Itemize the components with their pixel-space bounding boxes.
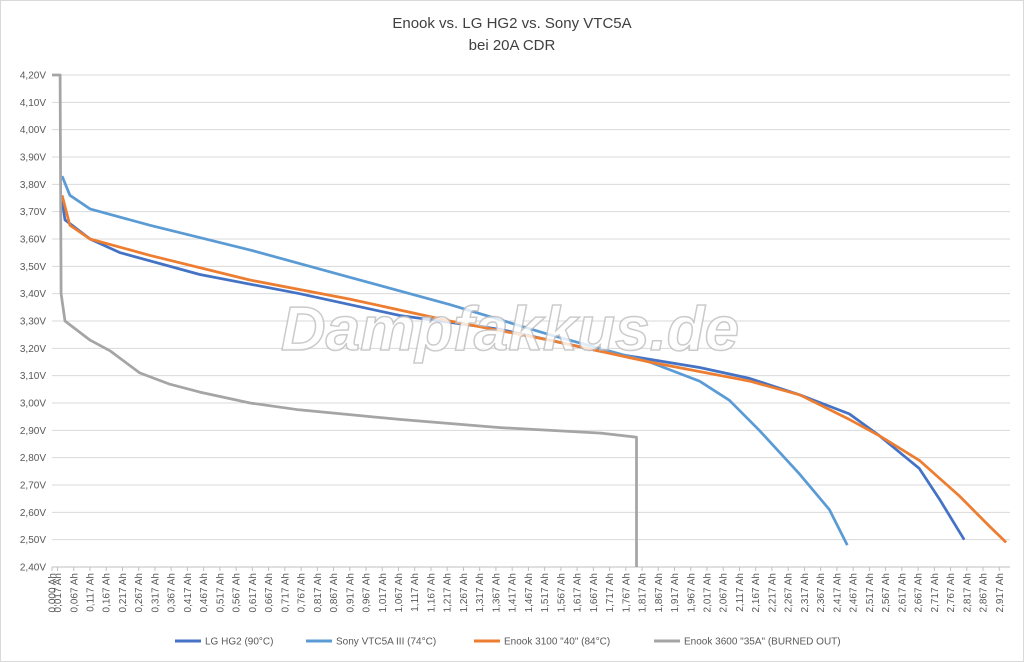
- chart-title: Enook vs. LG HG2 vs. Sony VTC5A: [392, 15, 631, 32]
- y-tick-label: 4,00V: [20, 125, 46, 136]
- x-tick-label: 2,067 Ah: [719, 573, 730, 612]
- x-tick-label: 0,617 Ah: [248, 573, 259, 612]
- x-tick-label: 2,567 Ah: [881, 573, 892, 612]
- x-tick-label: 0,067 Ah: [69, 573, 80, 612]
- x-tick-label: 0,167 Ah: [102, 573, 113, 612]
- x-tick-label: 1,467 Ah: [524, 573, 535, 612]
- x-tick-label: 2,767 Ah: [946, 573, 957, 612]
- series-line: [60, 194, 1008, 544]
- y-tick-label: 4,20V: [20, 71, 46, 82]
- x-tick-label: 2,667 Ah: [914, 573, 925, 612]
- y-tick-label: 2,60V: [20, 508, 46, 519]
- x-tick-label: 0,267 Ah: [134, 573, 145, 612]
- legend-label: LG HG2 (90°C): [205, 637, 273, 648]
- legend-label: Enook 3100 "40" (84°C): [504, 637, 610, 648]
- watermark: Dampfakkus.de: [281, 295, 739, 364]
- x-tick-label: 0,367 Ah: [167, 573, 178, 612]
- y-tick-label: 2,70V: [20, 481, 46, 492]
- legend-label: Sony VTC5A III (74°C): [336, 637, 436, 648]
- legend-label: Enook 3600 "35A" (BURNED OUT): [684, 637, 841, 648]
- x-tick-label: 2,817 Ah: [962, 573, 973, 612]
- x-tick-label: 0,867 Ah: [329, 573, 340, 612]
- y-tick-label: 3,50V: [20, 262, 46, 273]
- y-tick-label: 2,40V: [20, 563, 46, 574]
- x-tick-label: 2,917 Ah: [995, 573, 1006, 612]
- x-tick-label: 2,467 Ah: [849, 573, 860, 612]
- x-tick-label: 0,217 Ah: [118, 573, 129, 612]
- y-tick-label: 3,70V: [20, 207, 46, 218]
- x-tick-label: 1,667 Ah: [589, 573, 600, 612]
- x-tick-label: 1,067 Ah: [394, 573, 405, 612]
- x-tick-label: 0,467 Ah: [199, 573, 210, 612]
- x-tick-label: 1,867 Ah: [654, 573, 665, 612]
- x-tick-label: 0,917 Ah: [345, 573, 356, 612]
- x-tick-label: 1,617 Ah: [573, 573, 584, 612]
- x-tick-label: 0,417 Ah: [183, 573, 194, 612]
- y-tick-label: 3,90V: [20, 153, 46, 164]
- y-tick-label: 2,80V: [20, 453, 46, 464]
- x-tick-label: 1,167 Ah: [426, 573, 437, 612]
- x-tick-label: 2,417 Ah: [832, 573, 843, 612]
- x-tick-label: 1,767 Ah: [621, 573, 632, 612]
- series-line: [60, 175, 849, 546]
- x-tick-label: 2,317 Ah: [800, 573, 811, 612]
- x-tick-label: 0,717 Ah: [280, 573, 291, 612]
- x-tick-label: 0,017 Ah: [53, 573, 64, 612]
- legend: LG HG2 (90°C) Sony VTC5A III (74°C) Enook …: [175, 637, 841, 648]
- x-tick-label: 2,267 Ah: [784, 573, 795, 612]
- x-tick-label: 1,717 Ah: [605, 573, 616, 612]
- y-tick-label: 2,50V: [20, 535, 46, 546]
- x-tick-label: 2,117 Ah: [735, 573, 746, 612]
- x-tick-label: 2,017 Ah: [703, 573, 714, 612]
- x-tick-label: 1,967 Ah: [686, 573, 697, 612]
- x-tick-label: 1,367 Ah: [491, 573, 502, 612]
- y-tick-label: 3,60V: [20, 235, 46, 246]
- x-tick-label: 0,967 Ah: [362, 573, 373, 612]
- x-tick-label: 2,867 Ah: [979, 573, 990, 612]
- x-tick-label: 0,567 Ah: [232, 573, 243, 612]
- x-tick-label: 1,517 Ah: [540, 573, 551, 612]
- y-tick-label: 3,80V: [20, 180, 46, 191]
- x-tick-label: 0,000 Ah: [48, 573, 59, 612]
- y-tick-label: 3,00V: [20, 399, 46, 410]
- x-tick-label: 0,517 Ah: [215, 573, 226, 612]
- x-tick-label: 0,767 Ah: [297, 573, 308, 612]
- y-tick-label: 3,20V: [20, 344, 46, 355]
- x-tick-label: 1,267 Ah: [459, 573, 470, 612]
- x-tick-label: 1,567 Ah: [556, 573, 567, 612]
- x-tick-label: 2,167 Ah: [751, 573, 762, 612]
- x-tick-label: 0,317 Ah: [150, 573, 161, 612]
- x-tick-label: 2,617 Ah: [897, 573, 908, 612]
- y-tick-label: 4,10V: [20, 98, 46, 109]
- x-tick-label: 1,017 Ah: [378, 573, 389, 612]
- series-line: [52, 73, 638, 567]
- x-tick-label: 1,817 Ah: [638, 573, 649, 612]
- chart-subtitle: bei 20A CDR: [469, 37, 556, 54]
- x-tick-label: 1,217 Ah: [443, 573, 454, 612]
- y-tick-label: 2,90V: [20, 426, 46, 437]
- x-tick-label: 1,117 Ah: [410, 573, 421, 612]
- y-tick-label: 3,40V: [20, 289, 46, 300]
- y-tick-label: 3,30V: [20, 317, 46, 328]
- x-tick-label: 0,667 Ah: [264, 573, 275, 612]
- x-tick-label: 0,817 Ah: [313, 573, 324, 612]
- x-tick-label: 1,317 Ah: [475, 573, 486, 612]
- x-tick-label: 2,217 Ah: [767, 573, 778, 612]
- x-tick-label: 1,417 Ah: [508, 573, 519, 612]
- y-tick-label: 3,10V: [20, 371, 46, 382]
- x-tick-label: 2,517 Ah: [865, 573, 876, 612]
- x-tick-label: 0,117 Ah: [85, 573, 96, 612]
- x-tick-label: 1,917 Ah: [670, 573, 681, 612]
- x-tick-label: 2,367 Ah: [816, 573, 827, 612]
- x-tick-label: 2,717 Ah: [930, 573, 941, 612]
- plot-area: 2,40V 2,50V 2,60V 2,70V 2,80V 2,90V 3,00V 3,10V…: [20, 71, 1010, 612]
